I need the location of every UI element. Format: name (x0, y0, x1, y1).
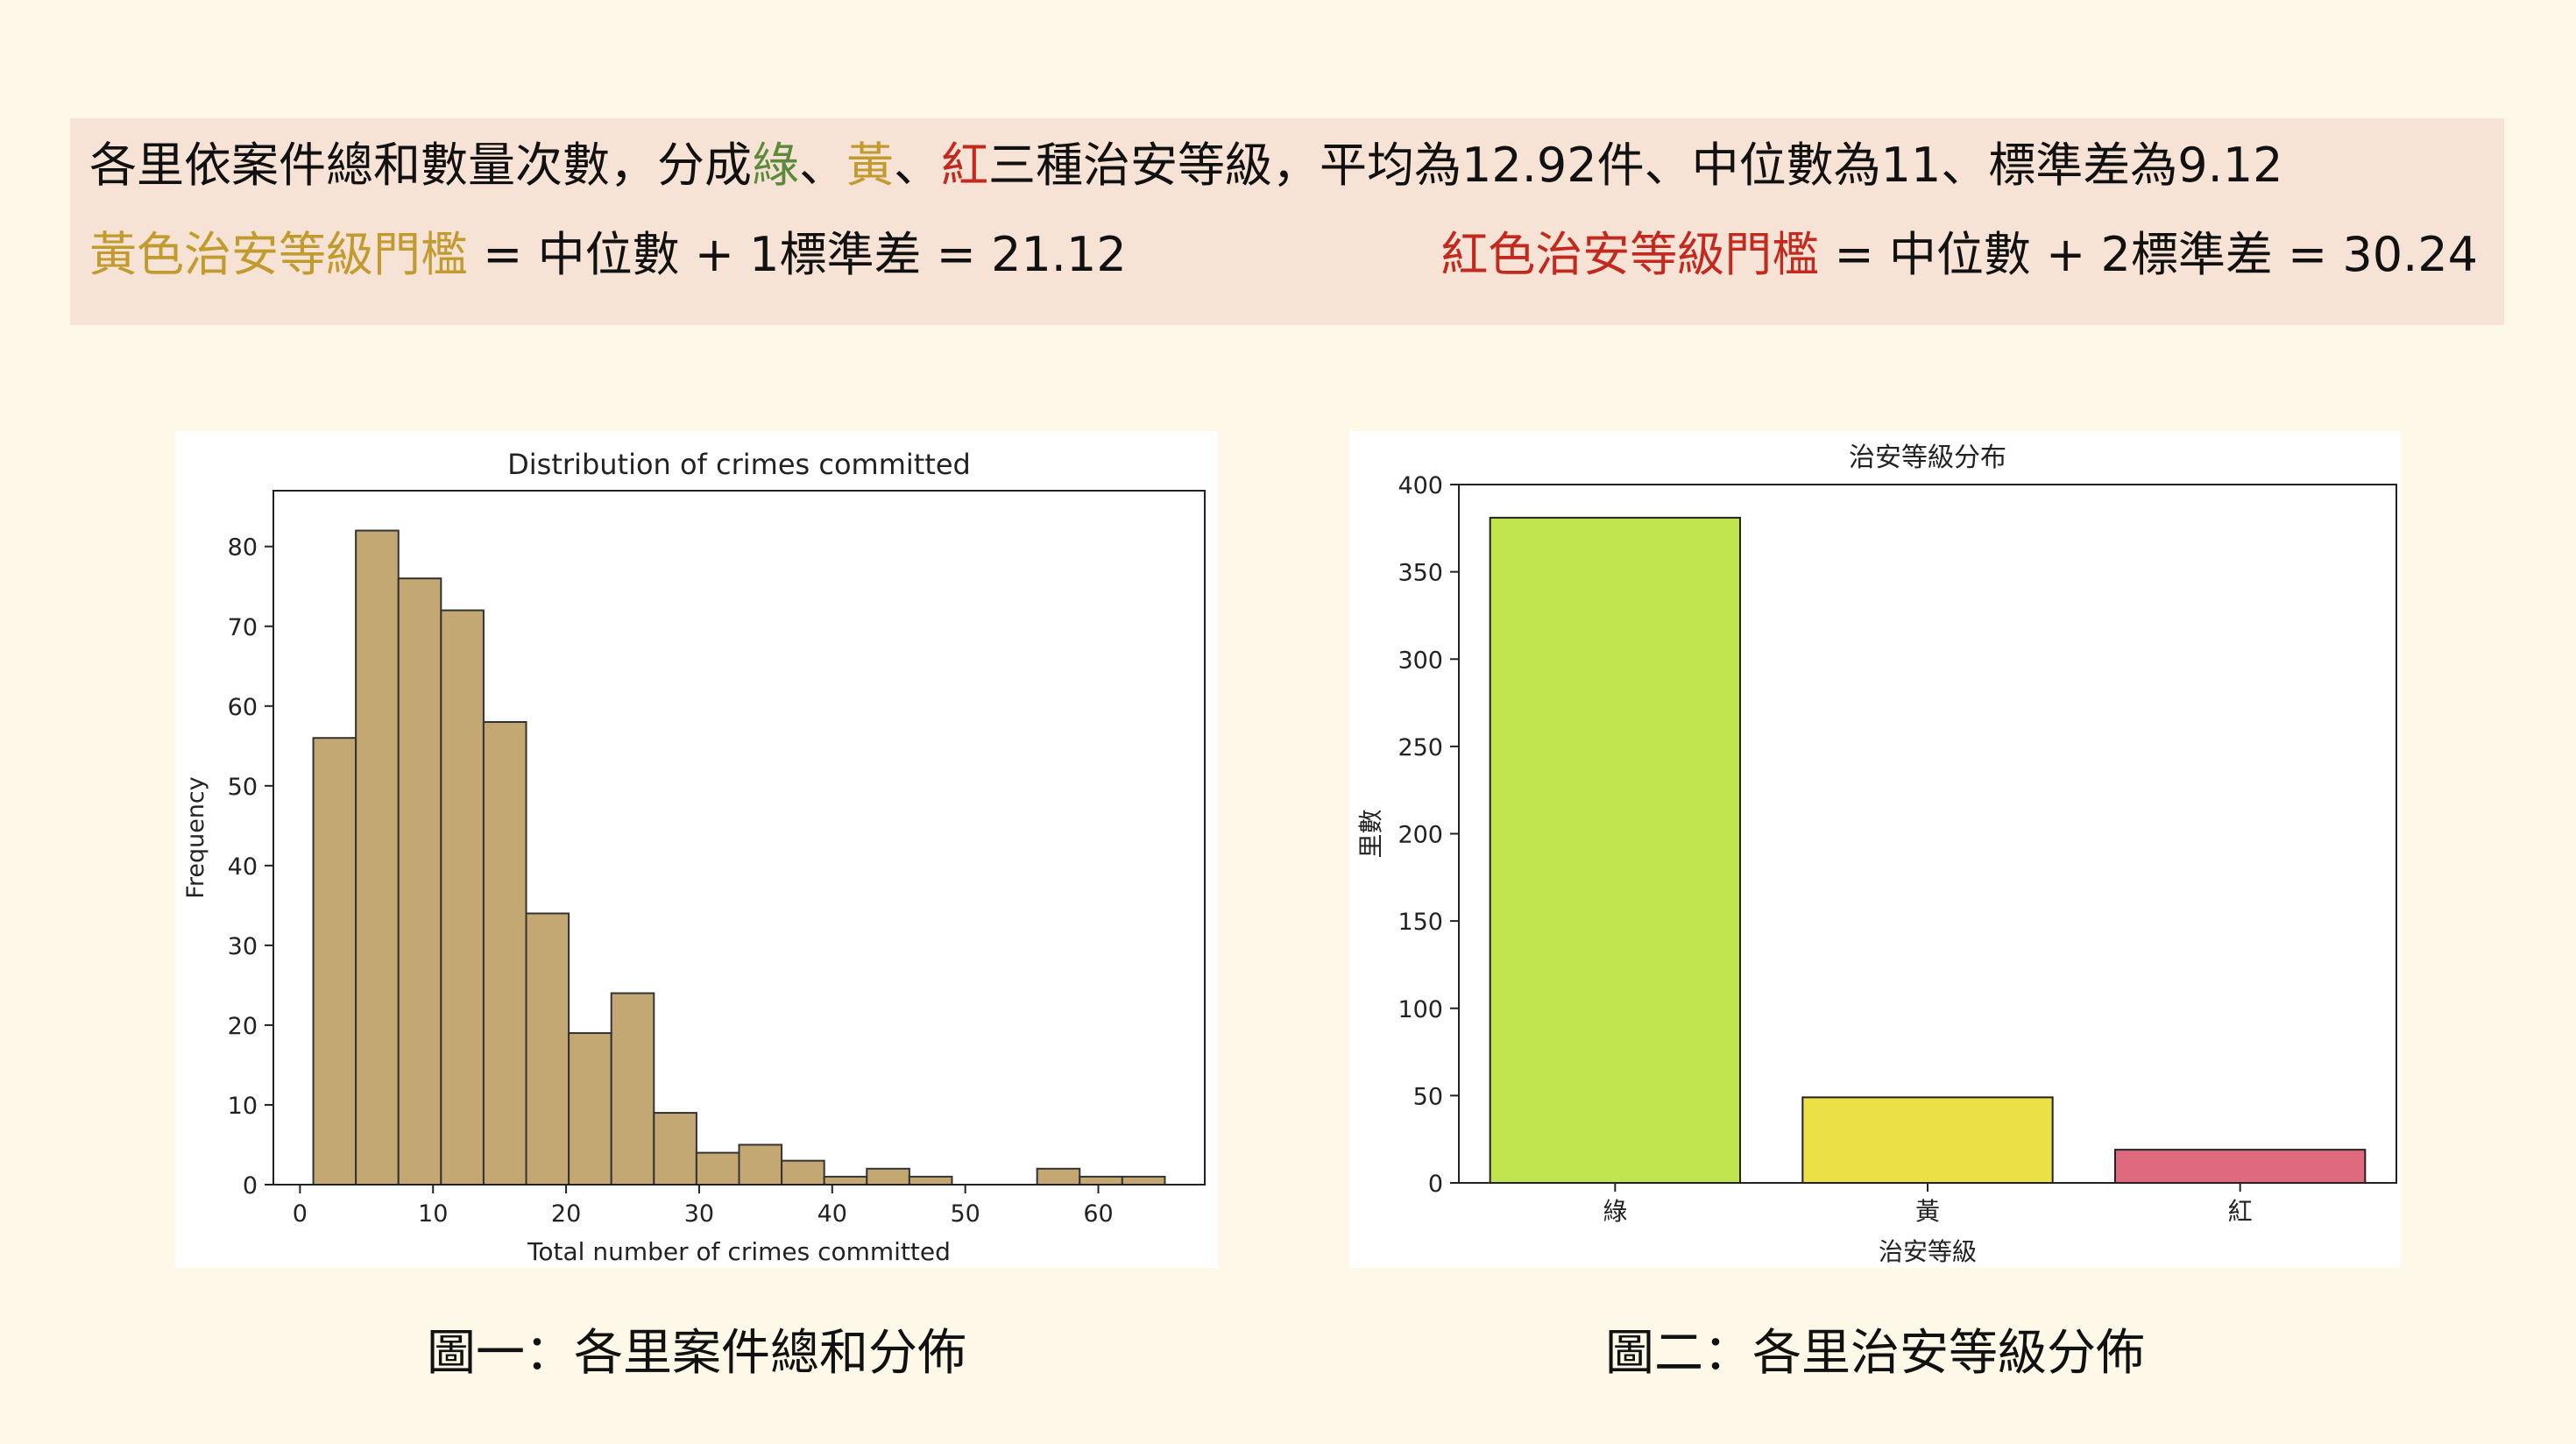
histogram-bar (1036, 1167, 1081, 1186)
figure1-caption: 圖一：各里案件總和分佈 (427, 1325, 966, 1382)
histogram-x-axis-label: Total number of crimes committed (527, 1237, 951, 1266)
y-tick-label: 10 (228, 1093, 258, 1120)
histogram-bar (525, 912, 570, 1186)
yellow-threshold-label: 黃色治安等級門檻 (89, 227, 468, 282)
histogram-bar (908, 1175, 953, 1186)
header-line1-suffix: 三種治安等級，平均為12.92件、中位數為11、標準差為9.12 (988, 138, 2283, 193)
yellow-threshold-line: 黃色治安等級門檻 = 中位數 + 1標準差 = 21.12 (89, 220, 1127, 290)
y-tick-label: 150 (1398, 909, 1443, 936)
y-tick-label: 250 (1398, 734, 1443, 761)
category-label: 黃 (1915, 1197, 1940, 1226)
histogram-bar (610, 992, 655, 1186)
figure2-caption: 圖二：各里治安等級分佈 (1605, 1325, 2145, 1382)
level-bar-panel: 綠 黃 紅 0 50 100 150 200 250 300 350 400 治安等級分布 治安等級 里數 (1349, 431, 2401, 1268)
y-tick-label: 400 (1398, 472, 1443, 499)
red-threshold-label: 紅色治安等級門檻 (1440, 227, 1820, 282)
histogram-bar (1079, 1175, 1123, 1186)
histogram-bar (695, 1151, 740, 1186)
histogram-bar (823, 1175, 868, 1186)
y-tick-label: 20 (228, 1013, 258, 1040)
histogram-panel: 0 10 20 30 40 50 60 0 10 20 30 40 50 60 70 80 Distributi… (175, 431, 1218, 1268)
header-info-box: 各里依案件總和數量次數，分成綠、黃、紅三種治安等級，平均為12.92件、中位數為… (70, 118, 2504, 325)
histogram-bar (397, 577, 442, 1186)
x-tick-label: 0 (293, 1200, 308, 1228)
histogram-y-axis-label: Frequency (182, 776, 209, 899)
y-tick-label: 50 (228, 774, 258, 801)
level-bar (2114, 1149, 2367, 1185)
histogram-bar (1121, 1175, 1166, 1186)
x-tick-label: 30 (684, 1200, 714, 1228)
x-tick-label: 60 (1083, 1200, 1113, 1228)
y-tick-label: 60 (228, 694, 258, 721)
histogram-bar (355, 529, 400, 1186)
red-threshold-line: 紅色治安等級門檻 = 中位數 + 2標準差 = 30.24 (1440, 220, 2478, 290)
y-tick-label: 50 (1413, 1083, 1443, 1110)
level-yellow-word: 黃 (846, 138, 894, 193)
y-tick-label: 70 (228, 614, 258, 641)
y-tick-label: 100 (1398, 996, 1443, 1023)
y-tick-label: 350 (1398, 560, 1443, 587)
histogram-title: Distribution of crimes committed (507, 448, 971, 481)
histogram-plot-frame (272, 490, 1206, 1186)
red-threshold-formula: = 中位數 + 2標準差 = 30.24 (1819, 227, 2478, 282)
y-tick-label: 200 (1398, 822, 1443, 849)
y-tick-label: 0 (243, 1172, 258, 1200)
histogram-bar (781, 1159, 825, 1186)
header-line1-sep1: 、 (799, 138, 846, 193)
x-tick-label: 40 (817, 1200, 847, 1228)
category-label: 紅 (2228, 1197, 2253, 1226)
bar-chart-y-axis-label: 里數 (1356, 809, 1385, 858)
histogram-bar (482, 721, 527, 1186)
yellow-threshold-formula: = 中位數 + 1標準差 = 21.12 (468, 227, 1127, 282)
histogram-chart: 0 10 20 30 40 50 60 0 10 20 30 40 50 60 70 80 Distributi… (182, 448, 1206, 1266)
bar-chart-title: 治安等級分布 (1849, 442, 2006, 473)
histogram-bar (312, 737, 357, 1186)
level-bar (1489, 516, 1742, 1185)
histogram-bar (653, 1112, 697, 1186)
x-tick-label: 10 (418, 1200, 448, 1228)
histogram-bar (866, 1167, 910, 1186)
histogram-bar (738, 1143, 783, 1186)
x-tick-label: 20 (551, 1200, 581, 1228)
level-green-word: 綠 (752, 138, 799, 193)
y-tick-label: 40 (228, 853, 258, 881)
header-line-stats: 各里依案件總和數量次數，分成綠、黃、紅三種治安等級，平均為12.92件、中位數為… (89, 131, 2283, 201)
histogram-bar (568, 1032, 612, 1186)
y-tick-label: 300 (1398, 647, 1443, 674)
level-red-word: 紅 (941, 138, 988, 193)
header-line1-prefix: 各里依案件總和數量次數，分成 (89, 138, 752, 193)
level-bar (1801, 1096, 2054, 1184)
bar-chart-x-axis-label: 治安等級 (1879, 1237, 1977, 1266)
header-line1-sep2: 、 (894, 138, 941, 193)
y-tick-label: 0 (1428, 1171, 1443, 1198)
histogram-bar (440, 609, 485, 1186)
y-tick-label: 30 (228, 933, 258, 960)
category-label: 綠 (1603, 1197, 1627, 1226)
y-tick-label: 80 (228, 534, 258, 562)
x-tick-label: 50 (950, 1200, 980, 1228)
